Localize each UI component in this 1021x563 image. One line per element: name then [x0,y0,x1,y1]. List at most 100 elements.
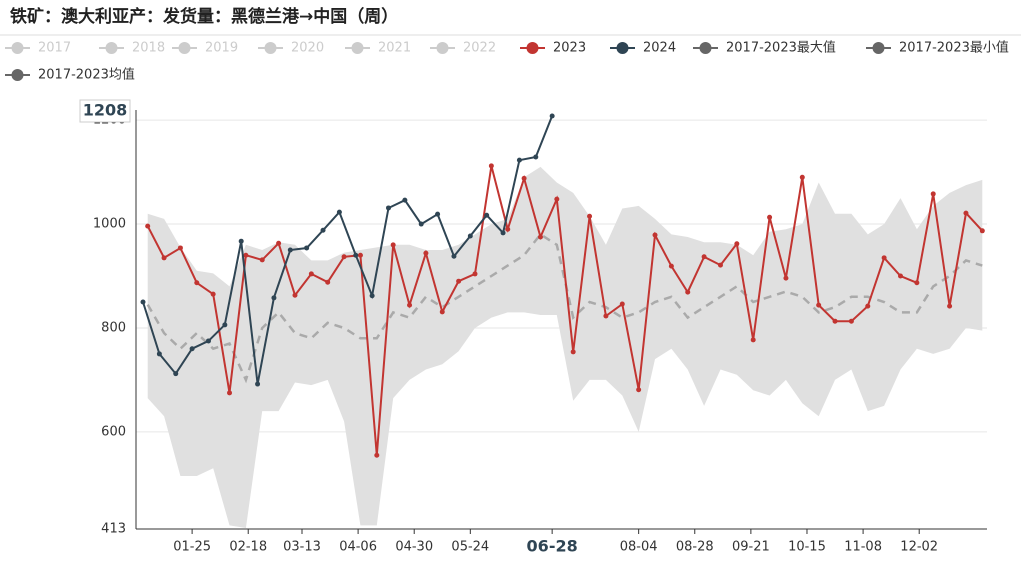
legend-icon-dot [699,42,712,54]
data-point [385,205,391,211]
data-point [668,263,674,269]
data-point [407,302,413,308]
x-tick-label: 11-08 [844,540,882,555]
x-tick-label: 09-21 [732,540,770,555]
legend-inactive-icon-dot [178,42,191,54]
y-max-label: 1208 [83,101,128,120]
data-point [287,247,293,253]
data-point [390,242,396,248]
data-point [734,241,740,247]
data-point [701,254,707,260]
range-band [147,166,983,528]
data-point [500,230,506,236]
y-tick-label: 1000 [93,217,126,232]
legend-label: 2024 [643,41,676,56]
y-max-box [79,99,131,123]
data-point [243,252,249,258]
legend-inactive-icon-dot [11,42,24,54]
data-point [156,351,162,357]
y-tick-label: 600 [101,424,126,439]
data-point [488,163,494,169]
data-point [549,113,555,119]
data-point [271,295,277,301]
data-point [194,280,200,286]
data-point [140,299,146,305]
data-point [353,252,359,258]
data-point [619,301,625,307]
x-tick-label: 08-04 [620,540,658,555]
y-min-label: 413 [101,522,126,537]
legend-icon-dot [526,42,539,54]
legend-label: 2017 [38,41,71,56]
legend-inactive-icon-dot [351,42,364,54]
data-point [304,245,310,251]
data-point [456,278,462,284]
legend-label: 2022 [463,41,496,56]
data-point [357,252,363,258]
data-point [587,213,593,219]
data-point [467,233,473,239]
legend-icon-dot [872,42,885,54]
legend-inactive-icon-dot [436,42,449,54]
legend-label: 2020 [291,41,324,56]
data-point [227,390,233,396]
data-point [205,338,211,344]
x-tick-label: 04-30 [395,540,433,555]
data-point [521,175,527,181]
data-point [177,245,183,251]
data-point [238,238,244,244]
data-point [914,280,920,286]
data-point [881,255,887,261]
data-point [439,309,445,315]
data-point [767,214,773,220]
data-point [848,318,854,324]
legend-label: 2019 [205,41,238,56]
data-point [435,211,441,217]
data-point [832,318,838,324]
data-point [423,250,429,256]
data-point [161,255,167,261]
legend-label: 2017-2023最大值 [726,40,836,56]
legend-inactive-icon-dot [105,42,118,54]
data-point [750,337,756,343]
data-point [259,257,265,263]
legend-label: 2023 [553,41,586,56]
legend-label: 2021 [378,41,411,56]
data-point [369,293,375,299]
x-tick-label: 06-28 [527,537,578,556]
data-point [292,292,298,298]
data-point [173,371,179,377]
data-point [865,303,871,309]
data-point [603,313,609,319]
data-point [374,452,380,458]
data-point [484,212,490,218]
x-tick-label: 04-06 [339,540,377,555]
data-point [636,387,642,393]
data-point [783,275,789,281]
data-point [325,279,331,285]
x-tick-label: 01-25 [173,540,211,555]
x-tick-label: 12-02 [900,540,938,555]
x-tick-label: 03-13 [283,540,321,555]
data-point [505,226,511,232]
data-point [210,291,216,297]
data-point [402,197,408,203]
legend-label: 2017-2023均值 [38,67,135,83]
series-line [146,165,984,456]
data-point [652,232,658,238]
x-tick-label: 02-18 [229,540,267,555]
data-point [516,157,522,163]
y-tick-label: 800 [101,320,126,335]
data-point [418,221,424,227]
data-point [472,271,478,277]
data-point [145,223,151,229]
data-point [533,154,539,160]
data-point [336,209,342,215]
data-point [189,346,195,352]
data-point [222,322,228,328]
legend-label: 2018 [132,41,165,56]
legend-icon-dot [11,69,24,81]
data-point [947,303,953,309]
legend-icon-dot [616,42,629,54]
